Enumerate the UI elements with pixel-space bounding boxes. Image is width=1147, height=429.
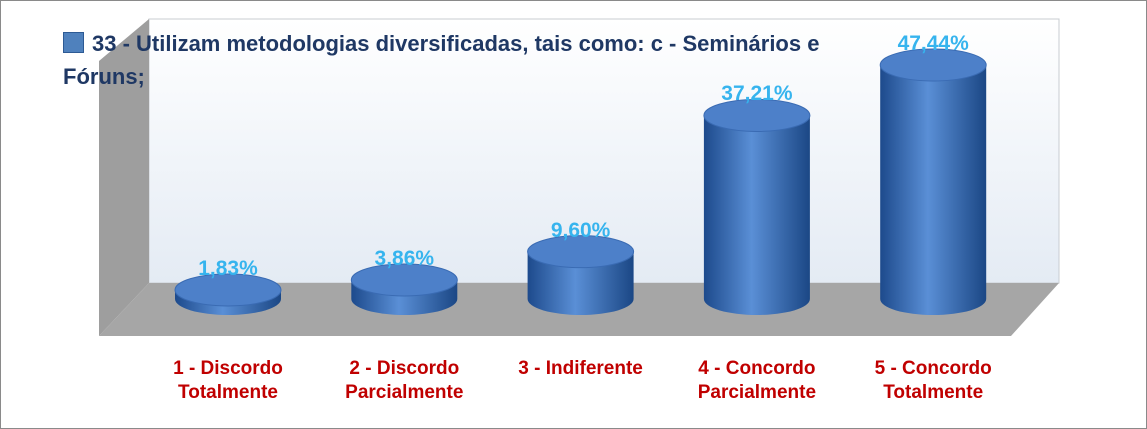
cylinder-top	[879, 48, 987, 82]
value-label: 3,86%	[374, 246, 435, 270]
value-label: 37,21%	[721, 82, 793, 106]
cylinder-top	[527, 235, 635, 269]
legend-swatch	[63, 32, 84, 53]
x-tick-label: 3 - Indiferente	[518, 358, 643, 379]
x-tick-label: 2 - Discordo Parcialmente	[345, 358, 464, 403]
x-tick-label: 1 - Discordo Totalmente	[173, 358, 283, 403]
cylinder-body	[880, 65, 987, 315]
cylinder-top	[174, 273, 282, 307]
x-tick-label: 5 - Concordo Totalmente	[874, 358, 992, 403]
value-label: 1,83%	[198, 256, 258, 280]
cylinder-body	[527, 251, 634, 315]
legend: 33 - Utilizam metodologias diversificada…	[63, 27, 843, 93]
side-wall	[99, 19, 149, 336]
legend-label: 33 - Utilizam metodologias diversificada…	[63, 31, 820, 89]
cylinder-body	[703, 115, 810, 315]
cylinder-top	[703, 98, 811, 132]
value-label: 9,60%	[550, 218, 611, 242]
x-tick-label: 4 - Concordo Parcialmente	[697, 358, 817, 403]
cylinder-top	[350, 263, 458, 297]
value-label: 47,44%	[897, 32, 969, 55]
